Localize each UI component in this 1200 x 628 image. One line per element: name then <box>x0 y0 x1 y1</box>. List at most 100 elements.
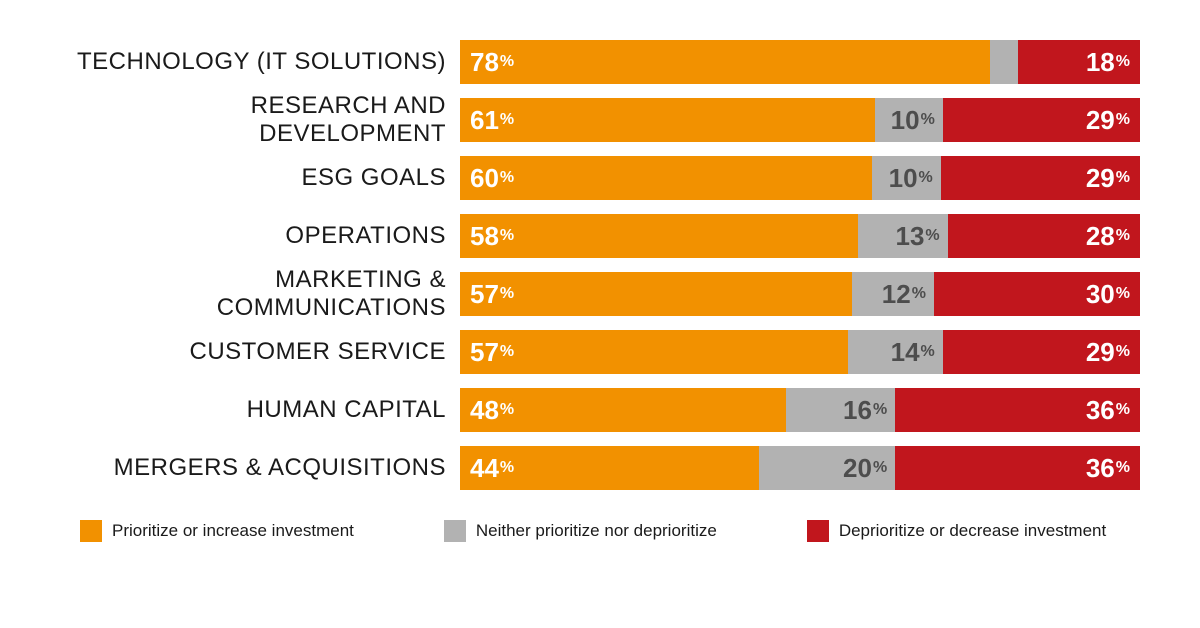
percent-sign: % <box>912 285 926 303</box>
legend-item: Deprioritize or decrease investment <box>807 520 1106 542</box>
stacked-bar: 57% 12% 30% <box>460 272 1140 316</box>
neither-segment: 10% <box>875 98 943 142</box>
prioritize-segment: 78% <box>460 40 990 84</box>
percent-sign: % <box>873 401 887 419</box>
prioritize-segment: 57% <box>460 272 852 316</box>
prioritize-segment: 57% <box>460 330 848 374</box>
category-label: MARKETING & COMMUNICATIONS <box>60 266 460 322</box>
deprioritize-value: 28 <box>1086 223 1115 249</box>
percent-sign: % <box>1116 227 1130 245</box>
deprioritize-value: 36 <box>1086 455 1115 481</box>
stacked-bar: 58% 13% 28% <box>460 214 1140 258</box>
percent-sign: % <box>500 169 514 187</box>
legend-swatch <box>80 520 102 542</box>
chart-row: OPERATIONS 58% 13% 28% <box>60 214 1140 258</box>
deprioritize-value: 18 <box>1086 49 1115 75</box>
percent-sign: % <box>1116 343 1130 361</box>
stacked-bar: 48% 16% 36% <box>460 388 1140 432</box>
chart-row: MARKETING & COMMUNICATIONS 57% 12% 30% <box>60 272 1140 316</box>
neither-segment: 20% <box>759 446 895 490</box>
deprioritize-segment: 29% <box>943 98 1140 142</box>
deprioritize-value: 29 <box>1086 339 1115 365</box>
chart-row: RESEARCH AND DEVELOPMENT 61% 10% 29% <box>60 98 1140 142</box>
neither-segment: 14% <box>848 330 943 374</box>
chart-row: TECHNOLOGY (IT SOLUTIONS) 78% 18% <box>60 40 1140 84</box>
percent-sign: % <box>500 227 514 245</box>
stacked-bar: 60% 10% 29% <box>460 156 1140 200</box>
neither-value: 13 <box>896 223 925 249</box>
prioritize-segment: 58% <box>460 214 858 258</box>
deprioritize-value: 29 <box>1086 165 1115 191</box>
legend-label: Neither prioritize nor deprioritize <box>476 521 717 541</box>
deprioritize-segment: 30% <box>934 272 1140 316</box>
stacked-bar: 61% 10% 29% <box>460 98 1140 142</box>
percent-sign: % <box>500 53 514 71</box>
category-label: MERGERS & ACQUISITIONS <box>60 454 460 482</box>
neither-value: 10 <box>891 107 920 133</box>
percent-sign: % <box>500 343 514 361</box>
neither-segment: 13% <box>858 214 947 258</box>
chart-row: CUSTOMER SERVICE 57% 14% 29% <box>60 330 1140 374</box>
category-label: HUMAN CAPITAL <box>60 396 460 424</box>
category-label: RESEARCH AND DEVELOPMENT <box>60 92 460 148</box>
deprioritize-segment: 29% <box>941 156 1140 200</box>
percent-sign: % <box>921 111 935 129</box>
stacked-bar: 78% 18% <box>460 40 1140 84</box>
percent-sign: % <box>500 285 514 303</box>
legend-swatch <box>807 520 829 542</box>
stacked-bar: 44% 20% 36% <box>460 446 1140 490</box>
prioritize-value: 48 <box>470 397 499 423</box>
percent-sign: % <box>925 227 939 245</box>
prioritize-segment: 48% <box>460 388 786 432</box>
category-label: CUSTOMER SERVICE <box>60 338 460 366</box>
deprioritize-segment: 36% <box>895 446 1140 490</box>
prioritize-value: 61 <box>470 107 499 133</box>
legend-item: Prioritize or increase investment <box>80 520 354 542</box>
prioritize-segment: 60% <box>460 156 872 200</box>
percent-sign: % <box>500 459 514 477</box>
deprioritize-value: 29 <box>1086 107 1115 133</box>
percent-sign: % <box>1116 169 1130 187</box>
percent-sign: % <box>873 459 887 477</box>
percent-sign: % <box>1116 111 1130 129</box>
deprioritize-segment: 29% <box>943 330 1140 374</box>
prioritize-value: 44 <box>470 455 499 481</box>
neither-segment: 10% <box>872 156 941 200</box>
percent-sign: % <box>919 169 933 187</box>
prioritize-value: 58 <box>470 223 499 249</box>
prioritize-value: 60 <box>470 165 499 191</box>
deprioritize-segment: 18% <box>1018 40 1140 84</box>
legend-label: Deprioritize or decrease investment <box>839 521 1106 541</box>
chart-rows: TECHNOLOGY (IT SOLUTIONS) 78% 18% RESEAR… <box>60 40 1140 490</box>
prioritize-segment: 61% <box>460 98 875 142</box>
prioritize-value: 57 <box>470 339 499 365</box>
percent-sign: % <box>921 343 935 361</box>
prioritize-segment: 44% <box>460 446 759 490</box>
investment-priority-chart: TECHNOLOGY (IT SOLUTIONS) 78% 18% RESEAR… <box>0 0 1200 562</box>
neither-value: 12 <box>882 281 911 307</box>
neither-value: 14 <box>891 339 920 365</box>
percent-sign: % <box>1116 285 1130 303</box>
prioritize-value: 57 <box>470 281 499 307</box>
percent-sign: % <box>1116 459 1130 477</box>
legend-swatch <box>444 520 466 542</box>
deprioritize-segment: 28% <box>948 214 1140 258</box>
percent-sign: % <box>500 401 514 419</box>
chart-row: MERGERS & ACQUISITIONS 44% 20% 36% <box>60 446 1140 490</box>
legend-item: Neither prioritize nor deprioritize <box>444 520 717 542</box>
legend-label: Prioritize or increase investment <box>112 521 354 541</box>
category-label: OPERATIONS <box>60 222 460 250</box>
percent-sign: % <box>500 111 514 129</box>
deprioritize-segment: 36% <box>895 388 1140 432</box>
category-label: TECHNOLOGY (IT SOLUTIONS) <box>60 48 460 76</box>
category-label: ESG GOALS <box>60 164 460 192</box>
chart-row: HUMAN CAPITAL 48% 16% 36% <box>60 388 1140 432</box>
deprioritize-value: 30 <box>1086 281 1115 307</box>
neither-value: 20 <box>843 455 872 481</box>
stacked-bar: 57% 14% 29% <box>460 330 1140 374</box>
neither-segment: 16% <box>786 388 895 432</box>
neither-value: 16 <box>843 397 872 423</box>
neither-segment: 12% <box>852 272 934 316</box>
prioritize-value: 78 <box>470 49 499 75</box>
chart-legend: Prioritize or increase investment Neithe… <box>60 520 1140 542</box>
